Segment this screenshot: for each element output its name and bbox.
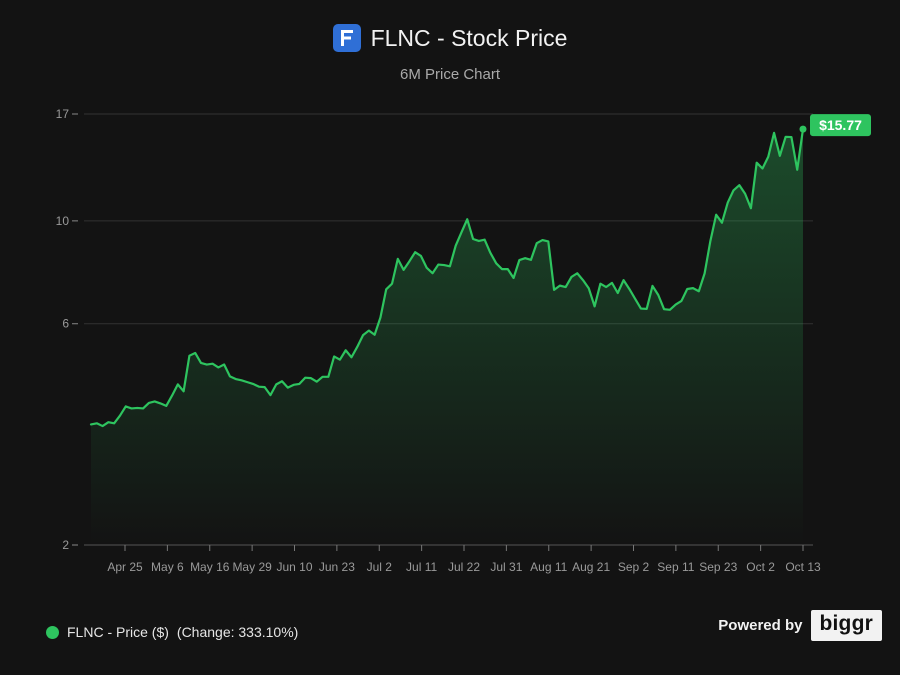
- y-tick-label: 10: [56, 214, 70, 228]
- x-tick-label: Jun 23: [319, 560, 355, 574]
- chart-header: FLNC - Stock Price 6M Price Chart: [0, 24, 900, 83]
- last-value-layer: $15.77: [810, 114, 871, 137]
- company-logo-icon: [332, 24, 361, 52]
- x-tick-label: Jul 22: [448, 560, 480, 574]
- x-tick-label: Jun 10: [276, 560, 312, 574]
- powered-by: Powered by biggr: [718, 610, 882, 641]
- x-tick-label: May 29: [232, 560, 272, 574]
- legend: FLNC - Price ($) (Change: 333.10%): [46, 624, 298, 640]
- legend-marker-icon: [46, 625, 59, 639]
- x-tick-label: Apr 25: [107, 560, 143, 574]
- x-tick-label: Sep 11: [657, 560, 694, 574]
- series-layer: [89, 125, 807, 545]
- legend-label: FLNC - Price ($): [67, 624, 169, 640]
- x-tick-label: May 16: [190, 560, 230, 574]
- legend-change: (Change: 333.10%): [176, 624, 299, 640]
- price-line: [89, 128, 805, 428]
- last-price-point: [799, 125, 807, 133]
- last-price-label: $15.77: [819, 117, 862, 133]
- x-tick-label: Jul 11: [406, 560, 437, 574]
- x-tick-label: Sep 2: [618, 560, 650, 574]
- powered-by-text: Powered by: [718, 617, 803, 634]
- chart-subtitle: 6M Price Chart: [399, 66, 501, 83]
- chart-title: FLNC - Stock Price: [370, 24, 568, 51]
- x-tick-label: Oct 2: [746, 560, 775, 574]
- x-tick-label: Sep 23: [699, 560, 737, 574]
- y-tick-label: 6: [62, 317, 69, 331]
- brand-logo[interactable]: biggr: [810, 610, 882, 641]
- price-area: [91, 129, 803, 545]
- last-price-badge: [810, 114, 871, 137]
- x-tick-label: Jul 31: [490, 560, 522, 574]
- x-tick-label: Aug 21: [572, 560, 610, 574]
- y-tick-label: 17: [56, 107, 70, 121]
- x-tick-label: Jul 2: [367, 560, 393, 574]
- x-tick-label: May 6: [151, 560, 184, 574]
- price-chart: 2 6 10 17 Apr 25 May 6 May 16 May 29 Jun 10 Jun 2…: [56, 107, 871, 574]
- x-tick-label: Oct 13: [785, 560, 821, 574]
- x-tick-label: Aug 11: [530, 560, 567, 574]
- y-tick-label: 2: [62, 538, 69, 552]
- title-row: FLNC - Stock Price: [0, 24, 900, 52]
